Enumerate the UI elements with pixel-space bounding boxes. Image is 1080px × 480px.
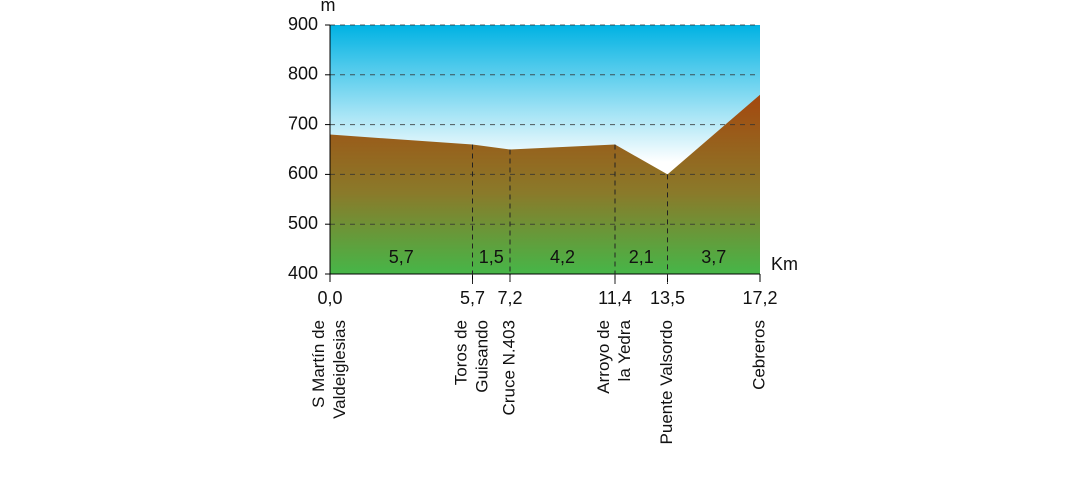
place-name: S Martín de xyxy=(309,320,328,408)
segment-distance: 4,2 xyxy=(550,247,575,267)
x-tick-label: 5,7 xyxy=(460,288,485,308)
x-tick-label: 17,2 xyxy=(742,288,777,308)
y-tick-label: 400 xyxy=(288,263,318,283)
place-name: Puente Valsordo xyxy=(657,320,676,444)
x-tick-label: 7,2 xyxy=(497,288,522,308)
segment-distance: 1,5 xyxy=(479,247,504,267)
x-tick-label: 11,4 xyxy=(598,288,632,308)
y-axis-label: m xyxy=(321,0,336,15)
segment-distance: 5,7 xyxy=(389,247,414,267)
place-name: Toros de xyxy=(451,320,470,385)
y-tick-label: 600 xyxy=(288,163,318,183)
y-tick-label: 900 xyxy=(288,14,318,34)
x-axis-label: Km xyxy=(771,254,798,274)
y-tick-label: 800 xyxy=(288,64,318,84)
y-tick-label: 700 xyxy=(288,113,318,133)
place-name: la Yedra xyxy=(615,319,634,381)
place-name: Valdeiglesias xyxy=(330,320,349,419)
place-name: Guisando xyxy=(472,320,491,393)
place-name: Cruce N.403 xyxy=(499,320,518,415)
segment-distance: 3,7 xyxy=(701,247,726,267)
y-tick-label: 500 xyxy=(288,213,318,233)
x-tick-label: 13,5 xyxy=(650,288,685,308)
elevation-area xyxy=(330,94,760,274)
segment-distance: 2,1 xyxy=(629,247,654,267)
x-tick-label: 0,0 xyxy=(317,288,342,308)
place-name: Cebreros xyxy=(749,320,768,390)
place-name: Arroyo de xyxy=(594,320,613,394)
